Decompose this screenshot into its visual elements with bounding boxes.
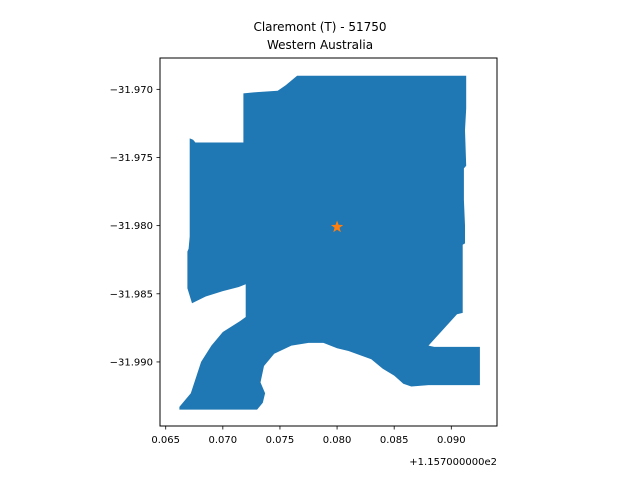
plot-area	[179, 75, 480, 410]
x-tick-label: 0.075	[266, 435, 295, 446]
y-axis: −31.970 −31.975 −31.980 −31.985 −31.990	[110, 85, 160, 368]
x-offset-label: +1.157000000e2	[409, 457, 497, 468]
y-tick-label: −31.980	[110, 221, 153, 232]
map-title-line-1: Claremont (T) - 51750	[253, 20, 386, 34]
x-axis: 0.065 0.070 0.075 0.080 0.085 0.090	[151, 426, 466, 446]
map-title-line-2: Western Australia	[267, 38, 373, 52]
y-tick-label: −31.970	[110, 85, 153, 96]
x-tick-label: 0.090	[437, 435, 466, 446]
claremont-boundary	[179, 75, 480, 410]
centroid-star-marker	[330, 220, 344, 233]
y-tick-label: −31.975	[110, 153, 153, 164]
x-tick-label: 0.085	[380, 435, 409, 446]
y-tick-label: −31.985	[110, 289, 153, 300]
y-tick-label: −31.990	[110, 357, 153, 368]
axes-frame	[159, 57, 498, 427]
x-tick-label: 0.080	[323, 435, 352, 446]
x-tick-label: 0.070	[209, 435, 238, 446]
x-tick-label: 0.065	[151, 435, 180, 446]
